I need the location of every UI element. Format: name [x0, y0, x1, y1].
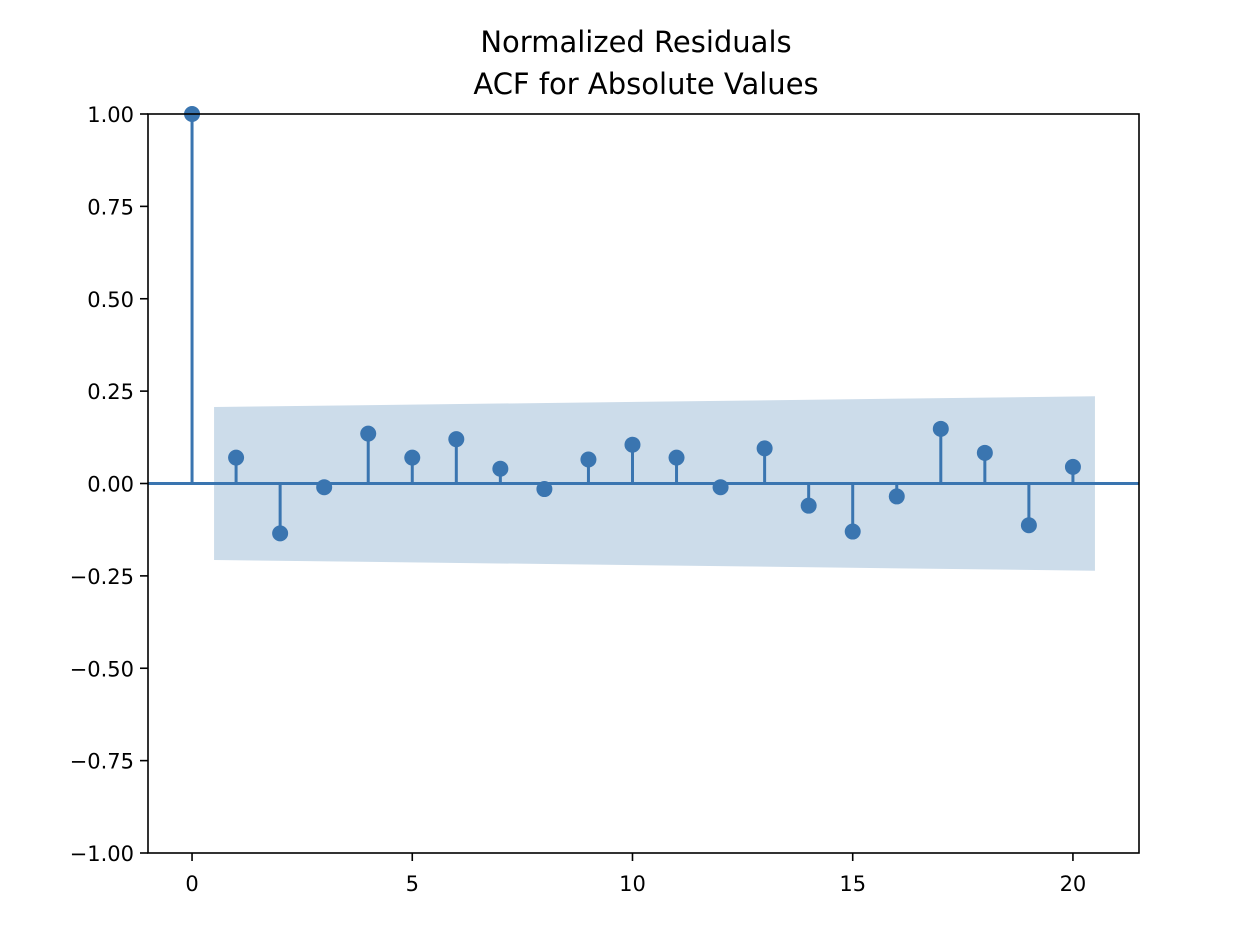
y-tick-label: −1.00 [70, 842, 134, 866]
acf-point [800, 497, 817, 514]
acf-point [624, 436, 641, 453]
acf-point [668, 449, 685, 466]
y-tick-label: 0.25 [87, 380, 134, 404]
acf-point [844, 523, 861, 540]
acf-point [932, 420, 949, 437]
x-tick-label: 10 [619, 872, 646, 896]
acf-point [272, 525, 289, 542]
y-tick-label: −0.75 [70, 750, 134, 774]
acf-point [360, 425, 377, 442]
x-tick-label: 0 [185, 872, 198, 896]
acf-point [712, 479, 729, 496]
y-tick-label: 0.75 [87, 195, 134, 219]
acf-point [316, 479, 333, 496]
acf-point [756, 440, 773, 457]
x-tick-label: 20 [1060, 872, 1087, 896]
y-tick-label: −0.25 [70, 565, 134, 589]
y-tick-label: −0.50 [70, 657, 134, 681]
y-tick-label: 0.00 [87, 473, 134, 497]
acf-point [228, 449, 245, 466]
acf-point [976, 444, 993, 461]
acf-point [1064, 458, 1081, 475]
acf-point [1020, 517, 1037, 534]
plot-area [148, 106, 1139, 571]
y-tick-label: 0.50 [87, 288, 134, 312]
acf-point [404, 449, 421, 466]
chart-title-line1: Normalized Residuals [480, 25, 791, 59]
chart-title-line2: ACF for Absolute Values [473, 67, 818, 101]
x-tick-label: 5 [406, 872, 419, 896]
axes: 1.00 0.75 0.50 0.25 0.00 −0.25 −0.50 −0.75 −1.00… [70, 103, 1140, 896]
acf-point [536, 481, 553, 498]
acf-point [448, 431, 465, 448]
y-tick-label: 1.00 [87, 103, 134, 127]
acf-point [580, 451, 597, 468]
acf-point [492, 460, 509, 477]
x-tick-label: 15 [839, 872, 866, 896]
acf-point [888, 488, 905, 505]
